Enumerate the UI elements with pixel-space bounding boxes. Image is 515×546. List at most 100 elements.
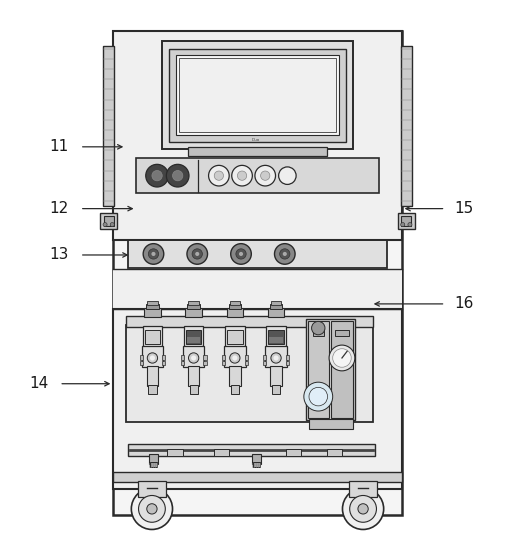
Circle shape	[148, 249, 159, 259]
Circle shape	[209, 165, 229, 186]
Bar	[113, 309, 402, 489]
Circle shape	[173, 170, 183, 181]
Bar	[263, 355, 266, 359]
Bar	[188, 366, 199, 387]
Circle shape	[333, 349, 351, 367]
Text: 11: 11	[49, 139, 69, 155]
Circle shape	[110, 223, 114, 227]
Text: Duo: Duo	[252, 138, 260, 142]
Circle shape	[280, 249, 290, 259]
Bar	[162, 41, 353, 150]
Circle shape	[342, 488, 384, 530]
Bar	[270, 366, 282, 387]
Bar	[229, 366, 241, 387]
Text: 15: 15	[454, 201, 473, 216]
Bar	[147, 366, 158, 387]
Circle shape	[152, 170, 162, 181]
Bar	[113, 472, 402, 482]
Bar	[162, 355, 165, 359]
Circle shape	[279, 167, 296, 185]
Bar	[169, 49, 346, 141]
Bar	[225, 326, 245, 348]
Bar	[187, 337, 200, 343]
Text: 16: 16	[454, 296, 473, 311]
Circle shape	[261, 171, 270, 180]
Bar	[286, 355, 289, 359]
Bar	[147, 301, 158, 305]
Circle shape	[187, 244, 208, 264]
Bar	[222, 360, 225, 365]
Bar	[179, 58, 336, 132]
Bar	[149, 454, 158, 464]
Bar	[167, 449, 183, 456]
Bar	[266, 326, 286, 348]
Circle shape	[191, 355, 196, 360]
Circle shape	[166, 164, 189, 187]
Bar	[184, 326, 203, 348]
Bar	[398, 213, 415, 229]
Bar	[187, 304, 200, 309]
Bar	[186, 330, 201, 344]
Bar	[113, 269, 402, 309]
Bar	[230, 301, 240, 305]
Bar	[144, 307, 161, 317]
Circle shape	[358, 504, 368, 514]
Circle shape	[236, 249, 246, 259]
Bar	[306, 319, 355, 420]
Bar	[143, 326, 162, 348]
Bar	[103, 46, 114, 206]
Circle shape	[151, 252, 156, 256]
Bar	[253, 462, 260, 467]
Circle shape	[192, 249, 202, 259]
Circle shape	[255, 165, 276, 186]
Bar	[245, 355, 248, 359]
Bar	[128, 444, 375, 456]
Circle shape	[143, 244, 164, 264]
Circle shape	[408, 223, 412, 227]
Bar	[176, 55, 339, 135]
Circle shape	[188, 353, 199, 363]
Circle shape	[273, 355, 279, 360]
Circle shape	[239, 252, 243, 256]
Bar	[188, 301, 199, 305]
Bar	[140, 360, 143, 365]
Bar	[136, 158, 379, 193]
Bar	[142, 346, 163, 367]
Bar	[263, 360, 266, 365]
Bar	[100, 213, 117, 229]
Bar	[309, 419, 353, 429]
Circle shape	[304, 382, 333, 411]
Bar	[269, 337, 283, 343]
Circle shape	[237, 171, 247, 180]
Circle shape	[274, 244, 295, 264]
Circle shape	[283, 252, 287, 256]
Bar	[146, 304, 159, 309]
Bar	[313, 328, 324, 336]
Circle shape	[232, 355, 237, 360]
Bar	[272, 385, 280, 394]
Circle shape	[309, 387, 328, 406]
Circle shape	[146, 164, 168, 187]
Circle shape	[230, 353, 240, 363]
Bar	[349, 480, 377, 497]
Bar	[271, 301, 281, 305]
Bar	[181, 360, 184, 365]
Bar	[113, 31, 402, 515]
Circle shape	[214, 171, 224, 180]
Bar	[224, 346, 246, 367]
Circle shape	[131, 488, 173, 530]
Bar	[268, 330, 284, 344]
Circle shape	[329, 345, 355, 371]
Text: 14: 14	[29, 376, 48, 391]
Bar	[190, 385, 198, 394]
Bar	[335, 330, 349, 336]
Bar	[245, 360, 248, 365]
Circle shape	[231, 244, 251, 264]
Circle shape	[271, 353, 281, 363]
Bar	[181, 355, 184, 359]
Circle shape	[139, 495, 165, 523]
Bar	[227, 307, 243, 317]
Bar	[126, 316, 373, 327]
Bar	[327, 449, 342, 456]
Circle shape	[232, 165, 252, 186]
